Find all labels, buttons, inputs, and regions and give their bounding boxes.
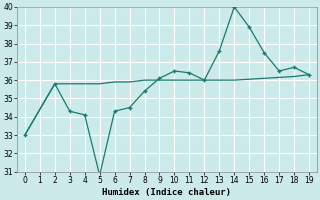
X-axis label: Humidex (Indice chaleur): Humidex (Indice chaleur) (102, 188, 231, 197)
